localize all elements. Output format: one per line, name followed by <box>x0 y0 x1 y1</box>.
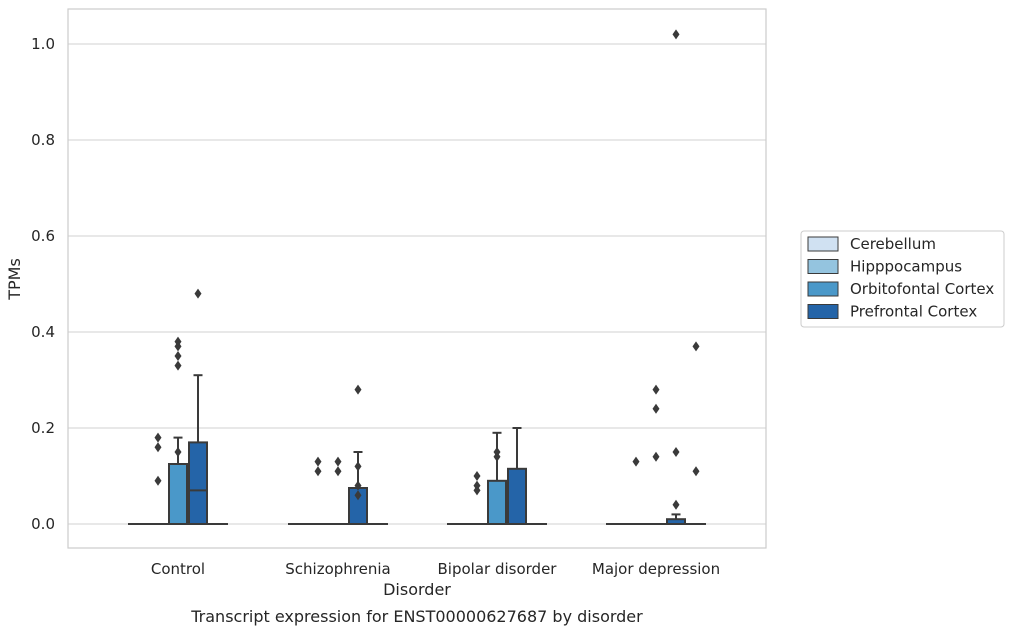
legend-swatch <box>807 281 839 297</box>
legend-swatch <box>807 259 839 274</box>
legend-label: Hipppocampus <box>850 258 962 276</box>
legend: Cerebellum Hipppocampus Orbitofontal Corte… <box>800 230 1005 328</box>
outlier-point <box>174 351 182 361</box>
outlier-point <box>652 403 660 414</box>
y-tick-label: 1.0 <box>31 35 55 53</box>
legend-items: Cerebellum Hipppocampus Orbitofontal Corte… <box>807 235 994 321</box>
legend-frame <box>800 230 1005 328</box>
outlier-point <box>174 360 182 371</box>
outlier-point <box>334 466 342 477</box>
outlier-point <box>493 447 501 457</box>
x-tick-label: Bipolar disorder <box>438 560 558 578</box>
outlier-point <box>473 471 481 481</box>
legend-label: Orbitofontal Cortex <box>850 280 994 298</box>
y-tick-labels: 0.0 0.2 0.4 0.6 0.8 1.0 <box>31 35 55 533</box>
box-group <box>666 513 686 526</box>
outlier-point <box>692 341 700 352</box>
outlier-point <box>354 461 362 472</box>
outlier-point <box>672 447 680 457</box>
outlier-point <box>672 499 680 510</box>
outlier-point <box>334 456 342 467</box>
box <box>188 441 208 525</box>
box-plots <box>128 374 706 526</box>
box <box>487 479 507 525</box>
outlier-point <box>354 384 362 395</box>
legend-swatch <box>807 304 839 319</box>
box-group <box>487 431 507 525</box>
outlier-point <box>473 480 481 491</box>
outlier-point <box>652 384 660 395</box>
box <box>507 467 527 525</box>
outlier-point <box>354 490 362 501</box>
x-tick-label: Control <box>151 560 205 578</box>
outlier-point <box>672 29 680 40</box>
outlier-point <box>314 456 322 467</box>
outlier-point <box>314 466 322 477</box>
outlier-point <box>652 451 660 462</box>
outlier-point <box>354 480 362 491</box>
y-tick-label: 0.0 <box>31 515 55 533</box>
outlier-point <box>174 447 182 457</box>
x-tick-label: Schizophrenia <box>285 560 390 578</box>
plot-frame <box>67 8 767 549</box>
box <box>168 463 188 525</box>
outlier-point <box>154 475 162 486</box>
box-group <box>168 436 188 525</box>
x-tick-label: Major depression <box>592 560 720 578</box>
box-group <box>188 374 208 525</box>
y-tick-label: 0.4 <box>31 323 55 341</box>
outlier-point <box>154 442 162 453</box>
box-group <box>507 427 527 525</box>
y-tick-label: 0.6 <box>31 227 55 245</box>
legend-swatch <box>807 236 839 252</box>
outlier-point <box>632 456 640 467</box>
x-tick-labels: Control Schizophrenia Bipolar disorder Majo… <box>151 560 720 578</box>
outlier-points <box>154 29 700 510</box>
y-tick-label: 0.2 <box>31 419 55 437</box>
y-tick-label: 0.8 <box>31 131 55 149</box>
outlier-point <box>174 336 182 347</box>
y-axis-label: TPMs <box>5 258 24 301</box>
grid-lines <box>68 43 766 525</box>
legend-label: Cerebellum <box>850 235 936 253</box>
outlier-point <box>154 432 162 443</box>
legend-label: Prefrontal Cortex <box>850 303 977 321</box>
outlier-point <box>692 466 700 477</box>
outlier-point <box>194 288 202 299</box>
x-axis-label: Disorder <box>383 580 451 599</box>
chart-caption: Transcript expression for ENST0000062768… <box>190 607 643 626</box>
